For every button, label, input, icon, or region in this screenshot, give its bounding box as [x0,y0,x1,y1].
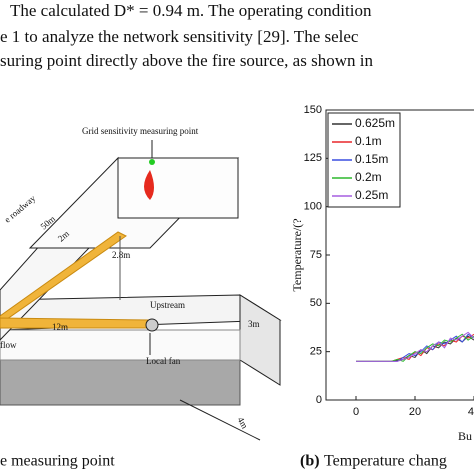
x-tick-label: 0 [353,406,359,418]
diagram-label: 3m [248,319,260,329]
legend-label: 0.625m [355,116,395,130]
y-tick-label: 50 [310,297,322,309]
legend-label: 0.2m [355,170,382,184]
y-axis-label: Temperature/(? [290,218,304,291]
diagram-label: Upstream [150,300,185,310]
y-tick-label: 100 [304,201,322,213]
legend-label: 0.15m [355,152,388,166]
dim-line [179,399,261,441]
caption: Temperature chang [324,453,447,470]
body-line: The calculated D* = 0.94 m. The operatin… [10,1,372,20]
portal [117,157,239,219]
ground-face [0,359,241,406]
caption: e measuring point [0,453,115,470]
series-line [356,331,474,362]
diagram [0,140,282,441]
diagram-label: 2.8m [112,250,130,260]
legend-label: 0.1m [355,134,382,148]
x-axis-label: Bu [458,429,472,443]
y-tick-label: 0 [316,394,322,406]
y-tick-label: 75 [310,249,322,261]
caption-label: (b) [300,453,320,470]
tunnel-side [239,294,281,386]
fire [144,170,154,200]
diagram-label: 4m [235,415,249,430]
diagram-label: Local fan [146,356,181,366]
beam-diag [0,231,127,325]
body-line: suring point directly above the fire sou… [0,51,373,70]
diagram-label: e roadway [2,193,37,225]
beam [0,317,151,329]
legend-label: 0.25m [355,188,388,202]
x-tick-label: 20 [409,406,421,418]
diagram-label: 12m [52,322,68,332]
body-line: e 1 to analyze the network sensitivity [… [0,27,359,46]
diagram-label: flow [0,340,17,350]
tunnel-front [0,329,241,361]
y-tick-label: 150 [304,104,322,116]
y-tick-label: 25 [310,346,322,358]
fan-icon [145,318,159,332]
measure-dot [149,159,155,165]
diagram-label: Grid sensitivity measuring point [82,126,199,136]
x-tick-label: 40 [468,406,474,418]
y-tick-label: 125 [304,152,322,164]
